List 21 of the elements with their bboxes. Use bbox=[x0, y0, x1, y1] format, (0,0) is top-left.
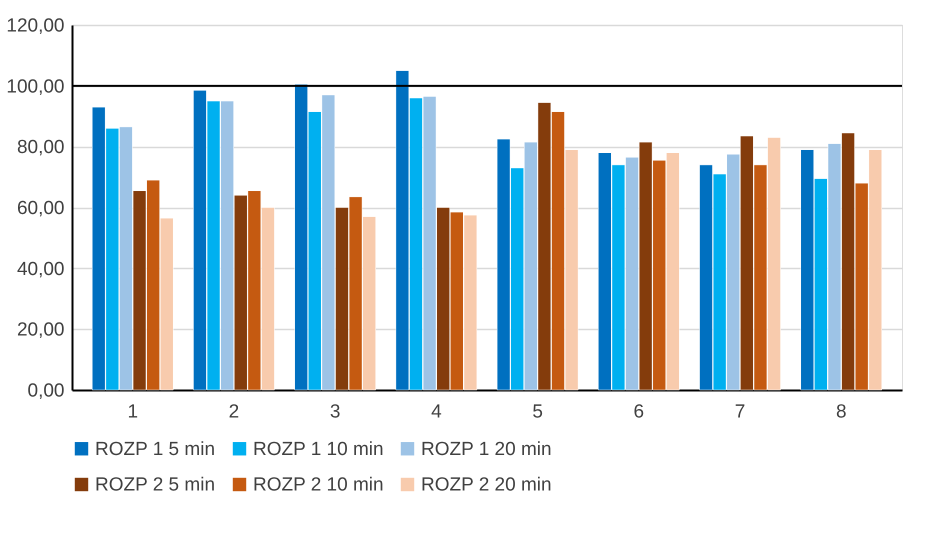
y-tick-label: 100,00 bbox=[6, 76, 64, 98]
x-tick-label: 7 bbox=[734, 402, 746, 422]
y-tick-label: 20,00 bbox=[16, 320, 64, 341]
x-tick-label: 5 bbox=[532, 402, 543, 422]
y-tick-label: 0,00 bbox=[28, 380, 64, 402]
x-tick-label: 1 bbox=[127, 402, 138, 422]
legend-label: ROZP 2 10 min bbox=[253, 474, 384, 496]
x-tick-label: 3 bbox=[330, 402, 340, 422]
legend-label: ROZP 2 20 min bbox=[421, 474, 552, 496]
x-tick-label: 8 bbox=[836, 402, 847, 422]
legend-label: ROZP 1 5 min bbox=[95, 438, 216, 460]
legend-label: ROZP 1 10 min bbox=[253, 438, 384, 460]
y-tick-label: 40,00 bbox=[16, 258, 64, 280]
y-tick-label: 80,00 bbox=[16, 137, 64, 158]
y-tick-label: 60,00 bbox=[16, 198, 64, 219]
x-tick-label: 4 bbox=[431, 402, 442, 422]
x-tick-label: 2 bbox=[228, 402, 240, 422]
y-tick-label: 120,00 bbox=[6, 16, 64, 36]
legend-label: ROZP 1 20 min bbox=[421, 438, 552, 460]
x-tick-label: 6 bbox=[634, 402, 644, 422]
legend-label: ROZP 2 5 min bbox=[95, 474, 216, 496]
